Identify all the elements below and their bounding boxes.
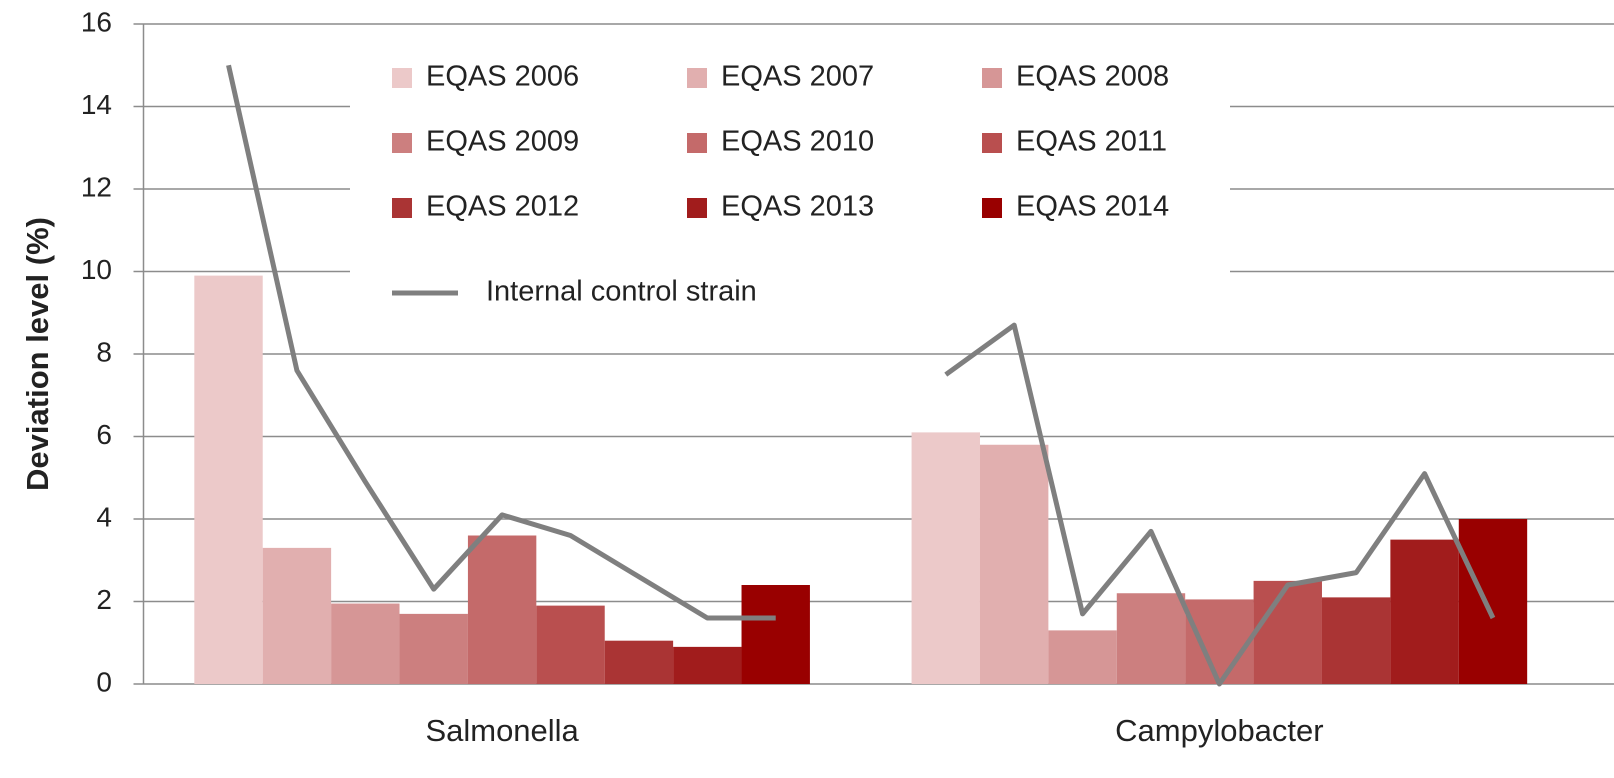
y-tick-label: 16 xyxy=(81,6,112,37)
bar xyxy=(1390,539,1459,684)
bar xyxy=(604,640,674,684)
legend-background xyxy=(350,45,1230,320)
bar xyxy=(741,585,810,684)
y-tick-label: 8 xyxy=(96,336,112,367)
legend-swatch xyxy=(982,68,1002,88)
x-tick-label: Salmonella xyxy=(425,713,579,748)
legend-swatch xyxy=(982,133,1002,153)
y-tick-label: 14 xyxy=(81,89,112,120)
legend-swatch xyxy=(392,198,412,218)
legend-swatch xyxy=(392,68,412,88)
bar xyxy=(1185,599,1254,684)
legend-label: EQAS 2012 xyxy=(426,191,579,223)
bar xyxy=(262,547,332,684)
line xyxy=(226,64,776,621)
y-tick-label: 10 xyxy=(81,254,112,285)
legend-swatch xyxy=(687,68,707,88)
bar xyxy=(911,432,980,684)
legend-label: EQAS 2006 xyxy=(426,61,579,93)
legend-swatch xyxy=(687,198,707,218)
bar xyxy=(1458,519,1528,684)
bar xyxy=(1253,580,1322,684)
y-tick-label: 6 xyxy=(96,419,112,450)
legend-label: EQAS 2009 xyxy=(426,126,579,158)
y-tick-label: 0 xyxy=(96,666,112,697)
legend-label: EQAS 2010 xyxy=(721,126,874,158)
bar xyxy=(536,605,605,684)
legend-label: EQAS 2007 xyxy=(721,61,874,93)
legend-swatch xyxy=(392,133,412,153)
legend-label: EQAS 2011 xyxy=(1016,126,1167,158)
bar xyxy=(194,275,263,684)
bar xyxy=(673,646,742,684)
legend-swatch xyxy=(982,198,1002,218)
line xyxy=(944,322,1496,687)
bar xyxy=(399,613,468,684)
y-tick-label: 2 xyxy=(96,584,112,615)
legend-swatch xyxy=(687,133,707,153)
bar xyxy=(331,603,400,684)
bar xyxy=(1116,593,1186,684)
legend-label: EQAS 2008 xyxy=(1016,61,1169,93)
legend-label: EQAS 2013 xyxy=(721,191,874,223)
legend-label: Internal control strain xyxy=(486,276,757,308)
bar xyxy=(979,444,1049,684)
y-axis-label: Deviation level (%) xyxy=(20,217,55,491)
bar xyxy=(1321,597,1391,684)
y-tick-label: 12 xyxy=(81,171,112,202)
y-tick-label: 4 xyxy=(96,501,112,532)
bar xyxy=(467,535,537,684)
legend-label: EQAS 2014 xyxy=(1016,191,1169,223)
bar xyxy=(1048,630,1117,684)
x-tick-label: Campylobacter xyxy=(1115,713,1323,748)
